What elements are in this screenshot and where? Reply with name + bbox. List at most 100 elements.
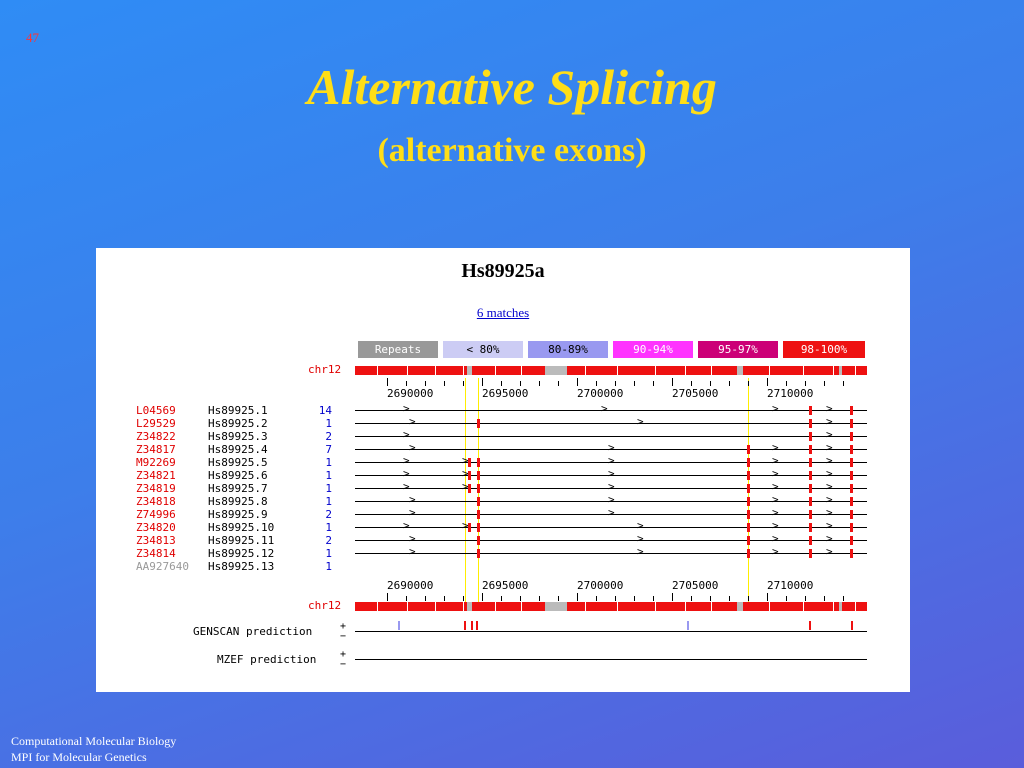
legend-90-94: 90-94% — [613, 341, 693, 358]
exon-block — [477, 510, 480, 519]
exon-block — [850, 419, 853, 428]
mzef-track — [355, 659, 867, 660]
exon-block — [850, 432, 853, 441]
strand-arrow: > — [608, 506, 615, 519]
accession-link[interactable]: Z34820 — [136, 521, 176, 534]
accession-link[interactable]: AA927640 — [136, 560, 189, 573]
strand-arrow: > — [608, 480, 615, 493]
accession-link[interactable]: L04569 — [136, 404, 176, 417]
exon-block — [747, 510, 750, 519]
accession-link[interactable]: Z34821 — [136, 469, 176, 482]
alignment-row[interactable]: Z34813 Hs89925.11 2 > > > > — [96, 532, 910, 547]
strand-arrow: > — [826, 480, 833, 493]
legend-repeats: Repeats — [358, 341, 438, 358]
exon-block — [477, 458, 480, 467]
accession-link[interactable]: M92269 — [136, 456, 176, 469]
exon-block — [747, 549, 750, 558]
genscan-minus: − — [340, 631, 347, 642]
guide-line — [478, 378, 479, 608]
cluster-id: Hs89925.4 — [208, 443, 268, 456]
strand-arrow: > — [772, 506, 779, 519]
cluster-id: Hs89925.1 — [208, 404, 268, 417]
mzef-label: MZEF prediction — [217, 653, 317, 666]
strand-arrow: > — [409, 506, 416, 519]
exon-block — [809, 458, 812, 467]
strand-arrow: > — [409, 493, 416, 506]
slide-title: Alternative Splicing — [307, 59, 717, 115]
strand-arrow: > — [772, 454, 779, 467]
alignment-row[interactable]: Z34814 Hs89925.12 1 > > > > — [96, 545, 910, 560]
alignment-row[interactable]: Z34821 Hs89925.6 1 > > > > > — [96, 467, 910, 482]
accession-link[interactable]: Z34822 — [136, 430, 176, 443]
exon-block — [809, 484, 812, 493]
matches-link[interactable]: 6 matches — [476, 305, 530, 320]
legend-80-89: 80-89% — [528, 341, 608, 358]
strand-arrow: > — [772, 545, 779, 558]
slide-subtitle: (alternative exons) — [377, 132, 647, 169]
accession-link[interactable]: Z34813 — [136, 534, 176, 547]
genscan-label: GENSCAN prediction — [193, 625, 313, 638]
strand-arrow: > — [462, 454, 469, 467]
exon-block — [850, 510, 853, 519]
genscan-exon — [464, 621, 466, 630]
exon-block — [850, 536, 853, 545]
exon-block — [850, 497, 853, 506]
strand-arrow: > — [826, 545, 833, 558]
genscan-exon — [398, 621, 400, 630]
intron-line — [355, 410, 867, 411]
exon-block — [747, 458, 750, 467]
accession-link[interactable]: Z34814 — [136, 547, 176, 560]
intron-line — [355, 436, 867, 437]
exon-block — [747, 484, 750, 493]
exon-block — [477, 536, 480, 545]
cluster-id: Hs89925.7 — [208, 482, 268, 495]
match-count: 1 — [325, 469, 332, 482]
exon-block — [477, 484, 480, 493]
exon-block — [468, 458, 471, 467]
alignment-row[interactable]: Z74996 Hs89925.9 2 > > > > — [96, 506, 910, 521]
alignment-row[interactable]: Z34819 Hs89925.7 1 > > > > > — [96, 480, 910, 495]
alignment-row[interactable]: Z34818 Hs89925.8 1 > > > > — [96, 493, 910, 508]
cluster-id: Hs89925.12 — [208, 547, 275, 560]
strand-arrow: > — [826, 441, 833, 454]
cluster-id: Hs89925.10 — [208, 521, 275, 534]
exon-block — [468, 484, 471, 493]
exon-block — [850, 471, 853, 480]
legend-95-97: 95-97% — [698, 341, 778, 358]
strand-arrow: > — [772, 480, 779, 493]
strand-arrow: > — [772, 519, 779, 532]
accession-link[interactable]: Z34818 — [136, 495, 176, 508]
alignment-row[interactable]: Z34820 Hs89925.10 1 > > > > > — [96, 519, 910, 534]
exon-block — [468, 523, 471, 532]
alignment-row[interactable]: L29529 Hs89925.2 1 > > > — [96, 415, 910, 430]
cluster-id: Hs89925.13 — [208, 560, 275, 573]
exon-block — [809, 523, 812, 532]
strand-arrow: > — [462, 519, 469, 532]
mzef-minus: − — [340, 659, 347, 670]
strand-arrow: > — [637, 545, 644, 558]
axis-ticks-bottom — [355, 593, 867, 601]
cluster-id: Hs89925.11 — [208, 534, 275, 547]
alignment-row[interactable]: L04569 Hs89925.1 14 > > > > — [96, 402, 910, 417]
accession-link[interactable]: Z34819 — [136, 482, 176, 495]
cluster-id: Hs89925.9 — [208, 508, 268, 521]
accession-link[interactable]: Z34817 — [136, 443, 176, 456]
exon-block — [809, 471, 812, 480]
strand-arrow: > — [403, 519, 410, 532]
accession-link[interactable]: L29529 — [136, 417, 176, 430]
alignment-row[interactable]: Z34822 Hs89925.3 2 > > — [96, 428, 910, 443]
guide-line — [465, 378, 466, 608]
genscan-track — [355, 631, 867, 632]
accession-link[interactable]: Z74996 — [136, 508, 176, 521]
strand-arrow: > — [772, 441, 779, 454]
exon-block — [809, 549, 812, 558]
exon-block — [809, 510, 812, 519]
axis-label-bottom: 2710000 — [767, 579, 814, 592]
alignment-row[interactable]: M92269 Hs89925.5 1 > > > > > — [96, 454, 910, 469]
cluster-id: Hs89925.8 — [208, 495, 268, 508]
strand-arrow: > — [826, 402, 833, 415]
axis-ticks-top — [355, 378, 867, 386]
alignment-row[interactable]: AA927640 Hs89925.13 1 — [96, 560, 910, 573]
legend-98-100: 98-100% — [783, 341, 865, 358]
alignment-row[interactable]: Z34817 Hs89925.4 7 > > > > — [96, 441, 910, 456]
